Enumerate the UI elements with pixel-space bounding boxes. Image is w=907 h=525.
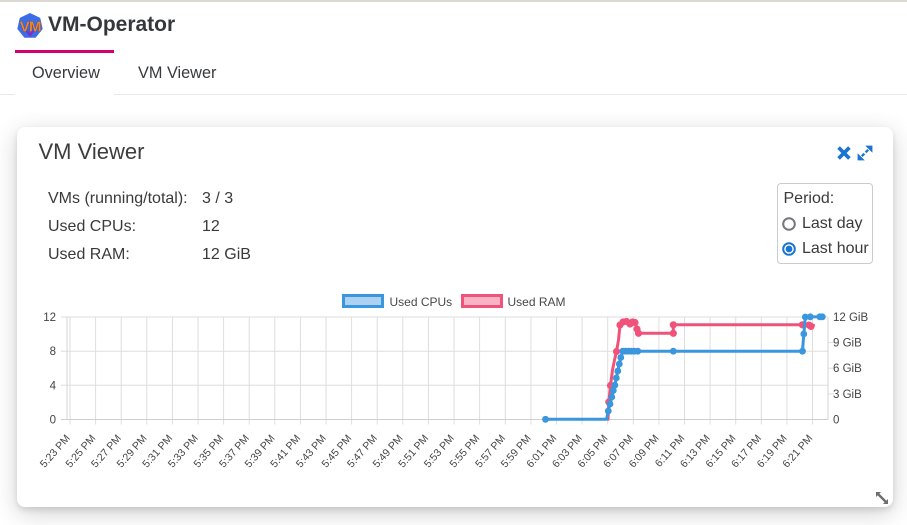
svg-text:6 GiB: 6 GiB [833, 363, 862, 375]
svg-text:8: 8 [50, 346, 56, 358]
svg-text:12: 12 [43, 312, 56, 324]
svg-text:0: 0 [833, 415, 839, 427]
svg-text:3 GiB: 3 GiB [833, 389, 862, 401]
svg-text:12 GiB: 12 GiB [833, 312, 868, 324]
svg-text:9 GiB: 9 GiB [833, 338, 862, 350]
svg-text:4: 4 [50, 380, 57, 392]
svg-text:VM: VM [20, 19, 41, 36]
svg-text:0: 0 [50, 415, 56, 427]
